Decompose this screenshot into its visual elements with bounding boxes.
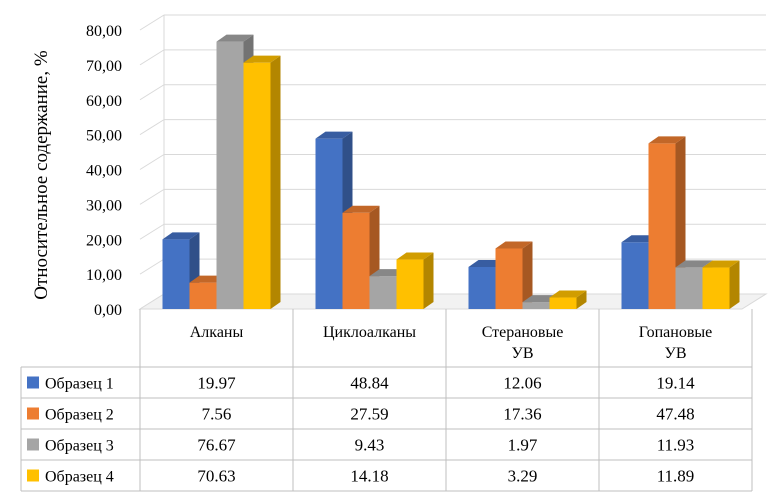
gridline-side [139, 258, 165, 275]
legend-label: Образец 2 [45, 407, 114, 424]
y-tick-label: 80,00 [86, 23, 122, 40]
category-label: УВ [512, 345, 534, 362]
bar-3-2 [495, 241, 533, 309]
category-label: Циклоалканы [323, 324, 416, 341]
gridline-side [139, 188, 165, 205]
bar-4-4 [702, 260, 740, 309]
gridline-side [139, 14, 165, 31]
gridline-side [139, 154, 165, 170]
legend-label: Образец 1 [45, 376, 114, 393]
y-tick-label: 50,00 [86, 128, 122, 145]
table-cell: 9.43 [355, 436, 385, 455]
gridline-side [139, 223, 165, 240]
bar-top [315, 131, 353, 139]
table-cell: 76.67 [197, 436, 236, 455]
bar-front [648, 143, 676, 309]
bar-front [495, 248, 523, 309]
bar-front [216, 41, 244, 310]
category-label: Стерановые [482, 324, 564, 341]
table-cell: 48.84 [350, 374, 389, 393]
bar-top [648, 136, 686, 144]
table-cell: 3.29 [508, 467, 538, 486]
y-tick-label: 60,00 [86, 93, 122, 110]
y-tick-label: 30,00 [86, 197, 122, 214]
bar-front [468, 266, 496, 309]
bar-front [675, 267, 703, 309]
bar-top [702, 260, 740, 268]
bar-top [216, 34, 254, 42]
bar-2-4 [396, 252, 434, 309]
y-tick-label: 10,00 [86, 267, 122, 284]
bar-3-4 [549, 290, 587, 309]
table-cell: 12.06 [503, 374, 541, 393]
bar-front [369, 276, 397, 309]
table-cell: 47.48 [656, 405, 694, 424]
table-cell: 11.93 [657, 436, 695, 455]
table-cell: 14.18 [350, 467, 388, 486]
bar-top [162, 232, 200, 240]
table-cell: 19.14 [656, 374, 695, 393]
y-tick-label: 70,00 [86, 58, 122, 75]
bar-front [189, 282, 217, 309]
gridline-side [139, 84, 165, 101]
bar-top [675, 260, 713, 268]
table-cell: 7.56 [202, 405, 232, 424]
y-tick-label: 0,00 [94, 302, 122, 319]
table-cell: 19.97 [197, 374, 236, 393]
bar-side [576, 290, 587, 309]
bar-top [396, 252, 434, 260]
table-cell: 17.36 [503, 405, 541, 424]
bar-1-4 [243, 55, 281, 310]
legend-swatch [27, 407, 39, 420]
chart-bars [162, 34, 740, 310]
table-cell: 1.97 [508, 436, 538, 455]
bar-front [549, 297, 577, 309]
bar-top [549, 290, 587, 298]
data-table: Алканы Циклоалканы Стерановые УВ Гопановые УВ… [20, 309, 753, 492]
bar-top [495, 241, 533, 249]
legend-label: Образец 4 [45, 469, 114, 486]
legend-swatch [27, 438, 39, 451]
y-axis-ticks: 0,00 10,00 20,00 30,00 40,00 50,00 60,00 70,00 8… [86, 23, 122, 319]
table-cell: 27.59 [350, 405, 388, 424]
table-cell: 11.89 [657, 467, 695, 486]
category-label: Алканы [190, 324, 244, 341]
bar-front [396, 259, 424, 309]
gridline-side [139, 119, 165, 136]
legend-swatch [27, 469, 39, 482]
bar-front [315, 138, 343, 309]
category-label: УВ [665, 345, 687, 362]
bar-front [522, 302, 550, 309]
bar-front [702, 267, 730, 309]
table-cell: 70.63 [197, 467, 235, 486]
bar-front [342, 212, 370, 309]
bar-side [270, 55, 281, 310]
y-tick-label: 40,00 [86, 163, 122, 180]
bar-top [243, 55, 281, 63]
y-tick-label: 20,00 [86, 232, 122, 249]
bar-front [162, 239, 190, 309]
bar-front [243, 62, 271, 310]
bar-2-2 [342, 205, 380, 309]
bar-front [621, 242, 649, 309]
bar-side [729, 260, 740, 309]
y-axis-label: Относительное содержание, % [31, 50, 52, 300]
bar-side [423, 252, 434, 309]
bar-top [342, 205, 380, 213]
gridline-side [139, 49, 165, 66]
bar-side [522, 241, 533, 309]
legend-swatch [27, 376, 39, 389]
legend-label: Образец 3 [45, 438, 114, 455]
category-label: Гопановые [639, 324, 712, 341]
